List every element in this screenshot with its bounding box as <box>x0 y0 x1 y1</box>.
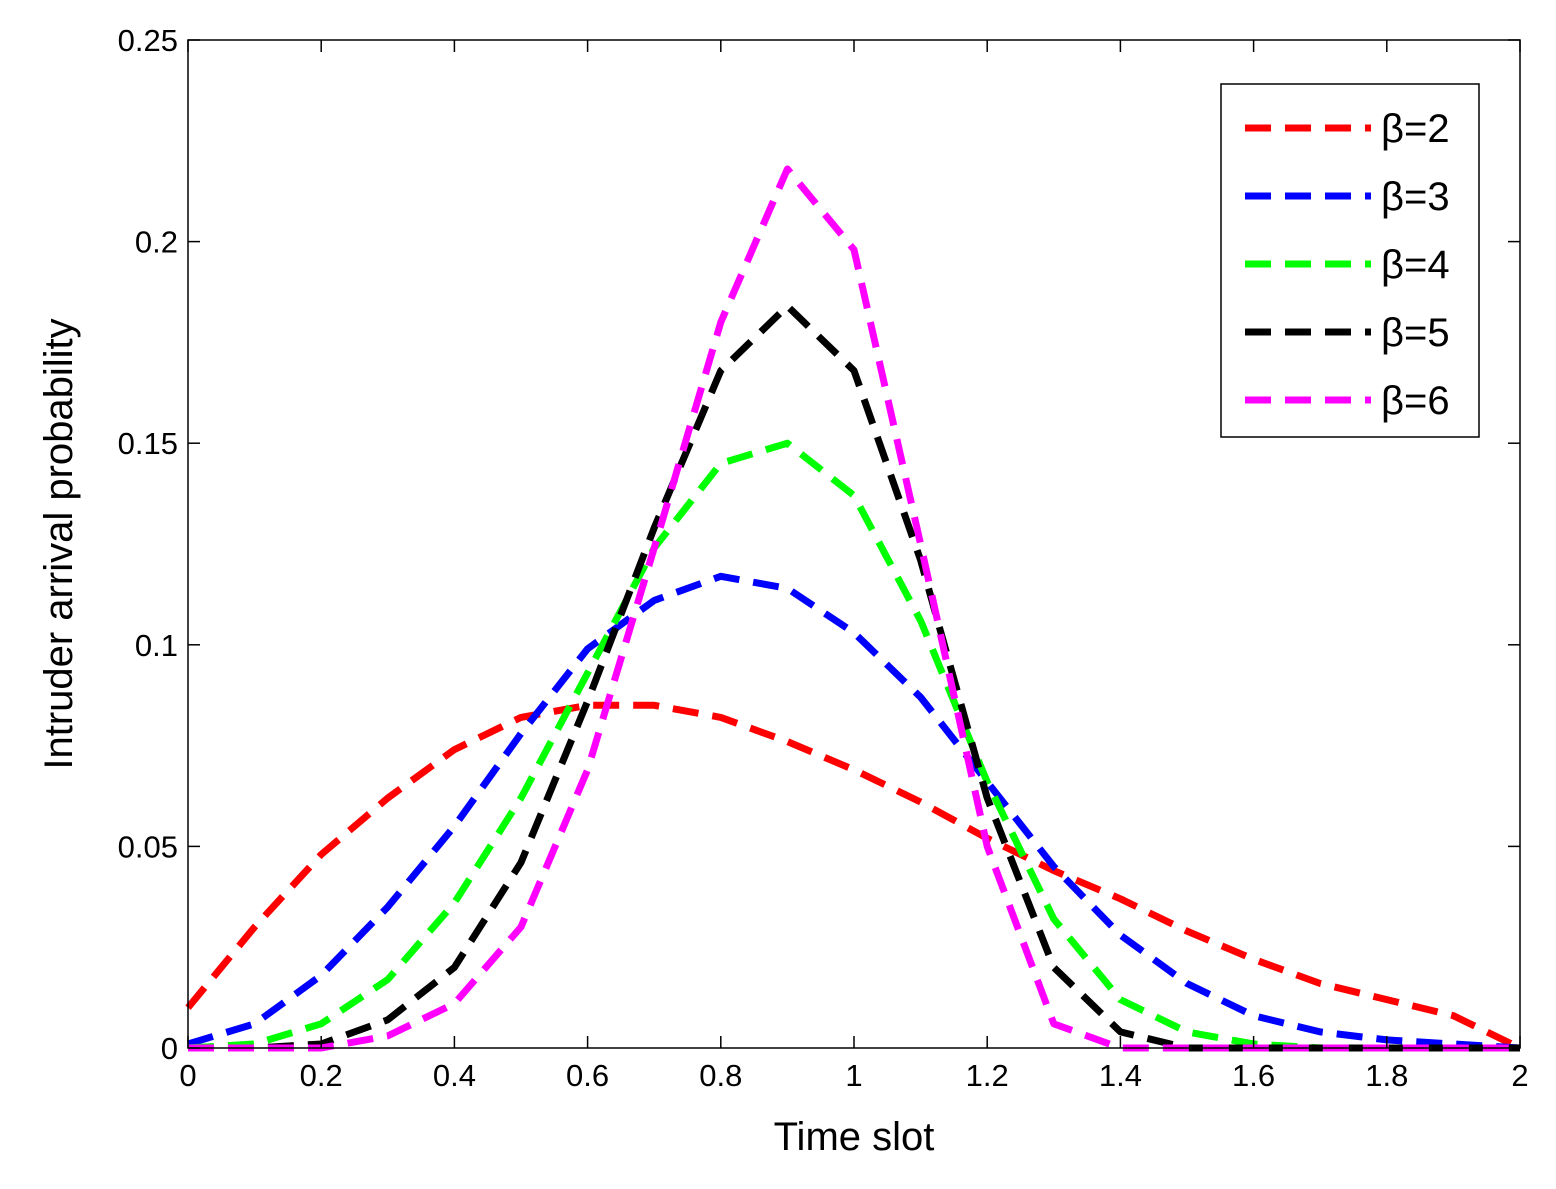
y-axis-title: Intruder arrival probability <box>37 318 81 769</box>
legend-label-5: β=6 <box>1381 379 1450 423</box>
x-tick-labels: 0 0.2 0.4 0.6 0.8 1 1.2 1.4 1.6 1.8 2 <box>179 1058 1528 1093</box>
x-tick-label: 1.6 <box>1232 1058 1275 1093</box>
legend-label-1: β=2 <box>1381 107 1450 151</box>
x-tick-label: 0.8 <box>699 1058 742 1093</box>
y-tick-label: 0.25 <box>118 23 178 58</box>
y-tick-label: 0.05 <box>118 829 178 864</box>
legend-label-2: β=3 <box>1381 175 1450 219</box>
legend: β=2 β=3 β=4 β=5 β=6 <box>1220 83 1480 438</box>
legend-label-3: β=4 <box>1381 243 1450 287</box>
y-tick-label: 0.15 <box>118 426 178 461</box>
axis-ticks <box>187 39 1521 1049</box>
x-tick-label: 1 <box>845 1058 862 1093</box>
y-tick-label: 0.2 <box>135 225 178 260</box>
x-tick-label: 1.4 <box>1099 1058 1142 1093</box>
series-line-1 <box>185 701 1522 1052</box>
x-axis-title: Time slot <box>774 1115 935 1159</box>
legend-label-4: β=5 <box>1381 311 1450 355</box>
x-tick-label: 1.2 <box>966 1058 1009 1093</box>
x-tick-label: 0 <box>179 1058 196 1093</box>
x-tick-label: 2 <box>1511 1058 1528 1093</box>
series-line-2 <box>186 572 1521 1052</box>
y-tick-labels: 0 0.05 0.1 0.15 0.2 0.25 <box>118 23 178 1066</box>
x-tick-label: 1.8 <box>1365 1058 1408 1093</box>
y-tick-label: 0 <box>161 1031 178 1066</box>
x-tick-label: 0.2 <box>300 1058 343 1093</box>
series-line-3 <box>187 439 1520 1052</box>
y-tick-label: 0.1 <box>135 628 178 663</box>
x-tick-label: 0.6 <box>566 1058 609 1093</box>
series-line-4 <box>188 302 1520 1052</box>
x-tick-label: 0.4 <box>433 1058 476 1093</box>
